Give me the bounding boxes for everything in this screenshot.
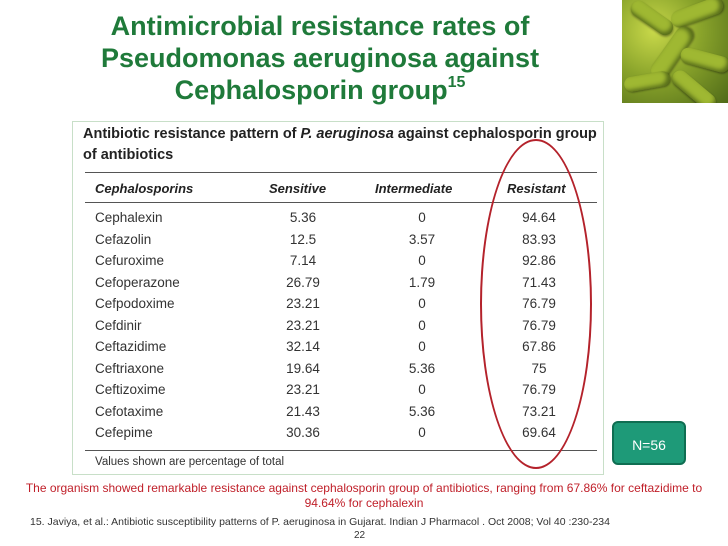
table-top-rule xyxy=(85,172,597,173)
table-note: Values shown are percentage of total xyxy=(95,456,285,468)
title-reference: 15 xyxy=(447,74,466,91)
table-header-rule xyxy=(85,202,597,203)
page-number: 22 xyxy=(354,530,366,541)
summary-text: The organism showed remarkable resistanc… xyxy=(25,481,703,510)
table-heading: Antibiotic resistance pattern of P. aeru… xyxy=(83,126,597,163)
slide-title: Antimicrobial resistance rates of Pseudo… xyxy=(40,10,600,106)
column-header-intermediate: Intermediate xyxy=(375,181,453,196)
slide-title-text: Antimicrobial resistance rates of Pseudo… xyxy=(100,11,540,105)
sample-size-badge: N=56 xyxy=(612,421,686,465)
bacteria-image xyxy=(622,0,728,103)
table-bottom-rule xyxy=(85,450,597,451)
resistant-column-highlight xyxy=(480,139,592,469)
column-header-drug: Cephalosporins xyxy=(95,181,194,196)
column-header-sensitive: Sensitive xyxy=(269,181,327,196)
citation-text: 15. Javiya, et al.: Antibiotic susceptib… xyxy=(30,516,610,528)
